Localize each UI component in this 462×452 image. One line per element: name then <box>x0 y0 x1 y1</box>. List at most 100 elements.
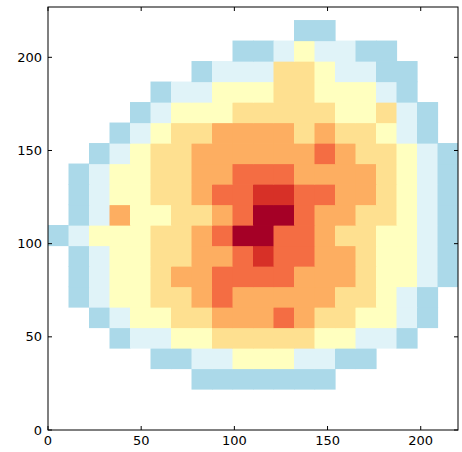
cell <box>294 328 315 349</box>
cell <box>171 205 192 226</box>
cell <box>294 102 315 123</box>
cell <box>397 82 418 103</box>
cell <box>417 266 438 287</box>
y-tick-right <box>454 336 458 337</box>
cell <box>233 266 254 287</box>
cell <box>315 184 336 205</box>
cell <box>151 123 172 144</box>
cell <box>356 41 377 62</box>
cell <box>315 328 336 349</box>
cell <box>253 348 274 369</box>
cell <box>171 246 192 267</box>
cell <box>274 184 295 205</box>
cell <box>192 123 213 144</box>
cell <box>171 184 192 205</box>
cell <box>356 307 377 328</box>
cell <box>397 61 418 82</box>
cell <box>376 205 397 226</box>
x-tick-label: 0 <box>44 433 52 448</box>
cell <box>294 246 315 267</box>
cell <box>335 287 356 308</box>
cell <box>151 205 172 226</box>
cell <box>417 225 438 246</box>
cell <box>151 184 172 205</box>
cell <box>69 205 90 226</box>
cell <box>335 184 356 205</box>
cell <box>356 225 377 246</box>
cell <box>171 102 192 123</box>
cell <box>212 82 233 103</box>
y-tick <box>48 430 52 431</box>
cell <box>212 143 233 164</box>
cell <box>315 164 336 185</box>
cell <box>212 328 233 349</box>
x-tick <box>141 426 142 430</box>
x-tick <box>234 426 235 430</box>
cell <box>130 246 151 267</box>
cell <box>233 82 254 103</box>
y-tick-label: 200 <box>17 50 42 65</box>
cell <box>438 246 459 267</box>
cell <box>274 61 295 82</box>
x-tick-label: 200 <box>408 433 433 448</box>
cell <box>274 266 295 287</box>
cell <box>294 20 315 41</box>
cell <box>192 102 213 123</box>
cell <box>212 164 233 185</box>
cell <box>315 307 336 328</box>
cell <box>274 348 295 369</box>
cell <box>253 164 274 185</box>
cell <box>253 82 274 103</box>
cell <box>356 328 377 349</box>
cell <box>212 246 233 267</box>
cell <box>335 143 356 164</box>
cell <box>397 164 418 185</box>
cell <box>438 225 459 246</box>
y-tick <box>48 150 52 151</box>
frame <box>48 7 458 430</box>
cell <box>335 225 356 246</box>
cell <box>417 143 438 164</box>
cell <box>130 287 151 308</box>
cell <box>274 369 295 390</box>
cell <box>376 287 397 308</box>
cell <box>253 328 274 349</box>
cell <box>151 164 172 185</box>
cell <box>253 61 274 82</box>
cell <box>69 184 90 205</box>
cell <box>233 184 254 205</box>
y-tick-label: 150 <box>17 143 42 158</box>
cell <box>151 328 172 349</box>
cell <box>274 143 295 164</box>
cell <box>315 225 336 246</box>
cell <box>253 143 274 164</box>
x-tick <box>48 426 49 430</box>
cell <box>171 82 192 103</box>
cell <box>110 307 131 328</box>
cell <box>335 164 356 185</box>
cell <box>376 225 397 246</box>
cell <box>294 61 315 82</box>
cell <box>253 369 274 390</box>
cell <box>335 102 356 123</box>
cell <box>151 246 172 267</box>
cell <box>335 307 356 328</box>
cell <box>397 246 418 267</box>
cell <box>397 143 418 164</box>
cell <box>438 184 459 205</box>
cell <box>376 61 397 82</box>
cell <box>233 61 254 82</box>
cell <box>376 102 397 123</box>
cell <box>253 307 274 328</box>
cell <box>89 184 110 205</box>
cell <box>69 266 90 287</box>
cell <box>294 348 315 369</box>
cell <box>335 61 356 82</box>
cell <box>417 102 438 123</box>
x-tick-label: 150 <box>315 433 340 448</box>
cell <box>294 266 315 287</box>
cell <box>151 348 172 369</box>
cell <box>89 287 110 308</box>
cell <box>233 164 254 185</box>
cell <box>192 348 213 369</box>
